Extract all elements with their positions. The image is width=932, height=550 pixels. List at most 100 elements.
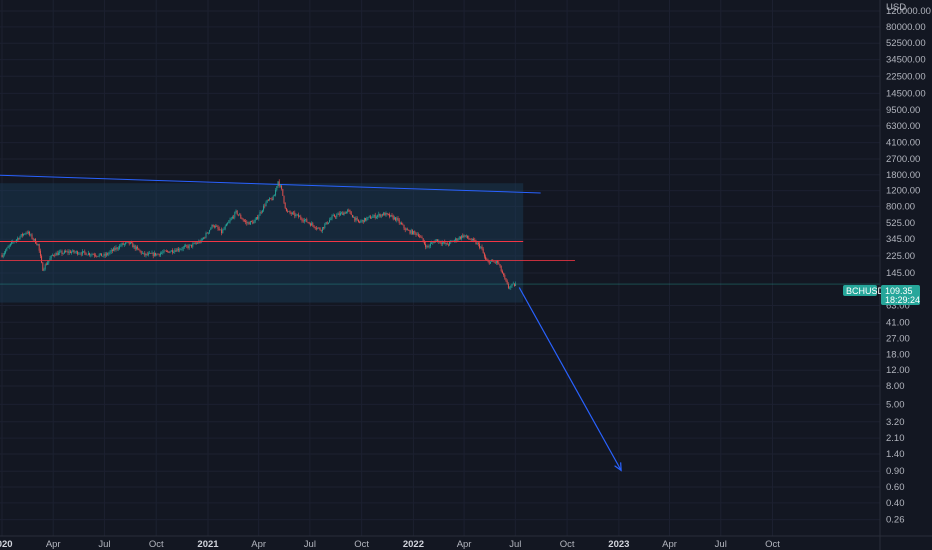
candle-body (345, 211, 347, 214)
candle-body (397, 218, 399, 220)
candle-body (60, 251, 62, 252)
candle-body (251, 221, 253, 222)
candle-body (368, 216, 370, 217)
candle-body (211, 224, 213, 229)
candle-body (494, 261, 496, 263)
candle-body (263, 205, 265, 211)
candle-body (362, 219, 364, 223)
candle-body (479, 244, 481, 248)
candle-body (311, 223, 313, 226)
candle-body (309, 223, 311, 226)
candle-body (357, 219, 359, 222)
candle-body (369, 216, 371, 219)
candle-body (245, 221, 247, 223)
candle-body (464, 235, 466, 237)
candle-body (283, 195, 285, 203)
candle-body (488, 260, 490, 264)
candle-body (170, 250, 172, 252)
candle-body (252, 221, 254, 224)
candle-body (467, 235, 469, 238)
countdown-text: 18:29:24 (885, 295, 920, 305)
candle-body (7, 246, 9, 249)
candle-body (239, 214, 241, 216)
candle-body (123, 243, 125, 245)
candle-body (135, 246, 137, 250)
time-tick-label: Oct (149, 539, 164, 550)
candle-body (150, 253, 152, 254)
candle-body (247, 222, 249, 224)
candle-body (144, 252, 146, 256)
candle-body (128, 242, 130, 244)
candle-body (390, 214, 392, 217)
candle-body (260, 212, 262, 213)
candle-body (133, 245, 135, 248)
candle-body (32, 238, 34, 240)
candle-body (103, 254, 105, 256)
candle-body (396, 218, 398, 221)
price-tick-label: 22500.00 (886, 71, 926, 82)
candle-body (425, 244, 427, 248)
candle-body (261, 210, 263, 213)
candle-body (259, 212, 261, 216)
time-axis[interactable]: 2020 Apr Jul Oct 2021 Apr Jul Oct 2022 Apr Jul Oct 2… (0, 539, 780, 550)
candle-body (1, 255, 3, 257)
candle-body (72, 250, 74, 252)
candle-body (153, 252, 155, 257)
candle-body (37, 244, 39, 245)
price-tick-label: 63.00 (886, 301, 910, 312)
price-badge (881, 285, 920, 305)
candle-body (374, 214, 376, 219)
candle-body (115, 247, 117, 250)
candle-body (131, 242, 133, 244)
candle-body (8, 245, 10, 247)
candle-body (402, 224, 404, 225)
candle-body (68, 251, 70, 253)
candle-body (437, 239, 439, 243)
candle-body (377, 215, 379, 217)
candle-body (84, 251, 86, 253)
candle-body (109, 251, 111, 254)
candle-body (108, 253, 110, 255)
candle-body (29, 232, 31, 235)
candle-body (416, 234, 418, 235)
candle-body (2, 254, 4, 257)
candle-body (45, 264, 47, 266)
candle-body (515, 283, 517, 286)
price-axis[interactable]: 120000.00 80000.00 52500.00 34500.00 22500.0… (886, 6, 931, 526)
candle-body (385, 213, 387, 216)
candle-body (302, 220, 304, 222)
candle-body (476, 243, 478, 245)
candle-body (231, 216, 233, 219)
candle-body (23, 233, 25, 236)
candle-body (200, 239, 202, 243)
candle-body (36, 243, 38, 245)
candle-body (323, 227, 325, 229)
candle-body (312, 223, 314, 226)
candle-body (440, 242, 442, 244)
price-tick-label: 225.00 (886, 251, 915, 262)
candle-body (162, 252, 164, 253)
drawing-layer-back (0, 174, 541, 303)
candle-body (297, 214, 299, 217)
candle-body (492, 260, 494, 262)
candle-body (300, 216, 302, 219)
candle-body (389, 214, 391, 217)
candle-body (405, 229, 407, 231)
candle-body (83, 251, 85, 252)
candle-body (157, 253, 159, 255)
candle-body (343, 212, 345, 215)
candle-body (446, 242, 448, 245)
candle-body (510, 285, 512, 288)
candle-body (278, 181, 280, 187)
candle-body (161, 252, 163, 254)
candle-body (137, 246, 139, 249)
price-tick-label: 145.00 (886, 268, 915, 279)
candle-body (363, 217, 365, 223)
candle-body (206, 232, 208, 234)
candle-body (354, 216, 356, 221)
candle-body (273, 195, 275, 197)
candle-body (337, 213, 339, 215)
candle-body (443, 241, 445, 243)
candle-body (315, 228, 317, 229)
